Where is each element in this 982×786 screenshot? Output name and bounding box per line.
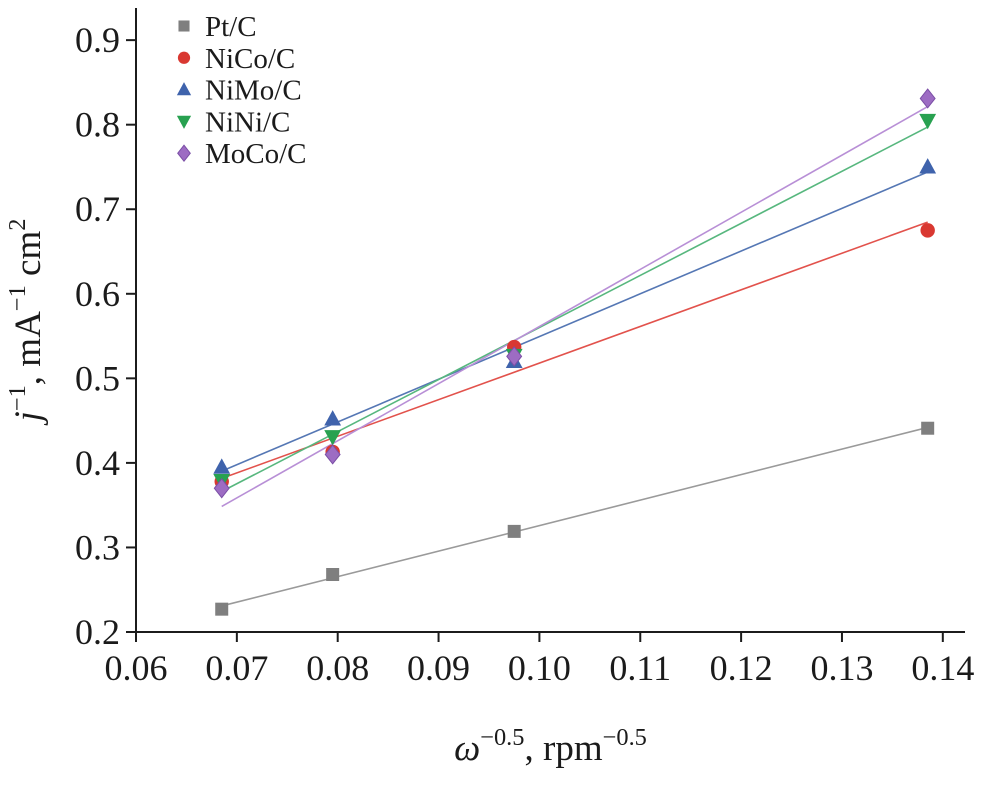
y-axis-label: j−1, mA−1 cm2	[4, 219, 49, 426]
marker-nini-c-1	[324, 430, 342, 446]
fit-line-nimo-c	[221, 171, 928, 472]
y-tick-label: 0.9	[75, 20, 120, 60]
y-tick-label: 0.7	[75, 189, 120, 229]
marker-nimo-c-1	[324, 410, 342, 426]
y-tick-label: 0.6	[75, 274, 120, 314]
marker-nini-c-3	[919, 113, 937, 130]
legend-marker-nini-c	[176, 115, 192, 129]
legend-marker-pt-c	[178, 20, 190, 32]
legend-item-nini-c: NiNi/C	[176, 106, 290, 138]
legend-marker-nimo-c	[176, 82, 192, 96]
y-tick-label: 0.2	[75, 612, 120, 652]
marker-moco-c-0	[213, 478, 230, 499]
marker-pt-c-3	[921, 421, 935, 435]
fit-line-nico-c	[221, 221, 928, 480]
x-tick-label: 0.13	[810, 648, 873, 688]
legend-label-nini-c: NiNi/C	[205, 106, 290, 138]
marker-nimo-c-3	[919, 158, 937, 174]
x-tick-label: 0.09	[407, 648, 470, 688]
axis-labels-layer: ω−0.5, rpm−0.5 j−1, mA−1 cm2	[4, 219, 647, 769]
y-tick-label: 0.3	[75, 527, 120, 567]
y-tick-label: 0.4	[75, 443, 120, 483]
x-tick-label: 0.07	[205, 648, 268, 688]
marker-pt-c-0	[215, 602, 229, 616]
fit-lines-layer	[221, 105, 929, 607]
axes-layer	[126, 8, 965, 642]
marker-moco-c-3	[919, 88, 936, 109]
markers-layer	[213, 88, 937, 616]
legend-marker-nico-c	[177, 51, 191, 64]
fit-line-moco-c	[221, 105, 929, 508]
x-tick-label: 0.10	[508, 648, 571, 688]
legend-item-nimo-c: NiMo/C	[176, 75, 302, 107]
legend-label-pt-c: Pt/C	[205, 11, 257, 43]
legend-item-nico-c: NiCo/C	[177, 43, 295, 75]
x-tick-label: 0.06	[105, 648, 168, 688]
legend-label-moco-c: MoCo/C	[205, 138, 307, 170]
fit-line-nini-c	[221, 126, 929, 493]
x-axis-label: ω−0.5, rpm−0.5	[454, 724, 647, 769]
legend-marker-moco-c	[177, 144, 191, 162]
marker-pt-c-1	[326, 568, 340, 582]
y-tick-label: 0.5	[75, 358, 120, 398]
marker-nimo-c-0	[213, 458, 231, 474]
y-tick-label: 0.8	[75, 105, 120, 145]
fit-line-pt-c	[221, 426, 928, 607]
tick-labels-layer: 0.06 0.07 0.08 0.09 0.10 0.11 0.12 0.13 0.14 0.2 0…	[75, 20, 974, 688]
x-tick-label: 0.14	[911, 648, 974, 688]
marker-nico-c-3	[920, 223, 935, 238]
legend-label-nimo-c: NiMo/C	[205, 75, 302, 107]
legend-label-nico-c: NiCo/C	[205, 43, 295, 75]
x-tick-label: 0.08	[306, 648, 369, 688]
marker-moco-c-1	[324, 444, 341, 465]
legend-item-pt-c: Pt/C	[178, 11, 257, 43]
marker-pt-c-2	[507, 524, 521, 538]
marker-moco-c-2	[506, 346, 523, 367]
x-tick-label: 0.12	[710, 648, 773, 688]
legend-item-moco-c: MoCo/C	[177, 138, 307, 170]
x-tick-label: 0.11	[609, 648, 671, 688]
